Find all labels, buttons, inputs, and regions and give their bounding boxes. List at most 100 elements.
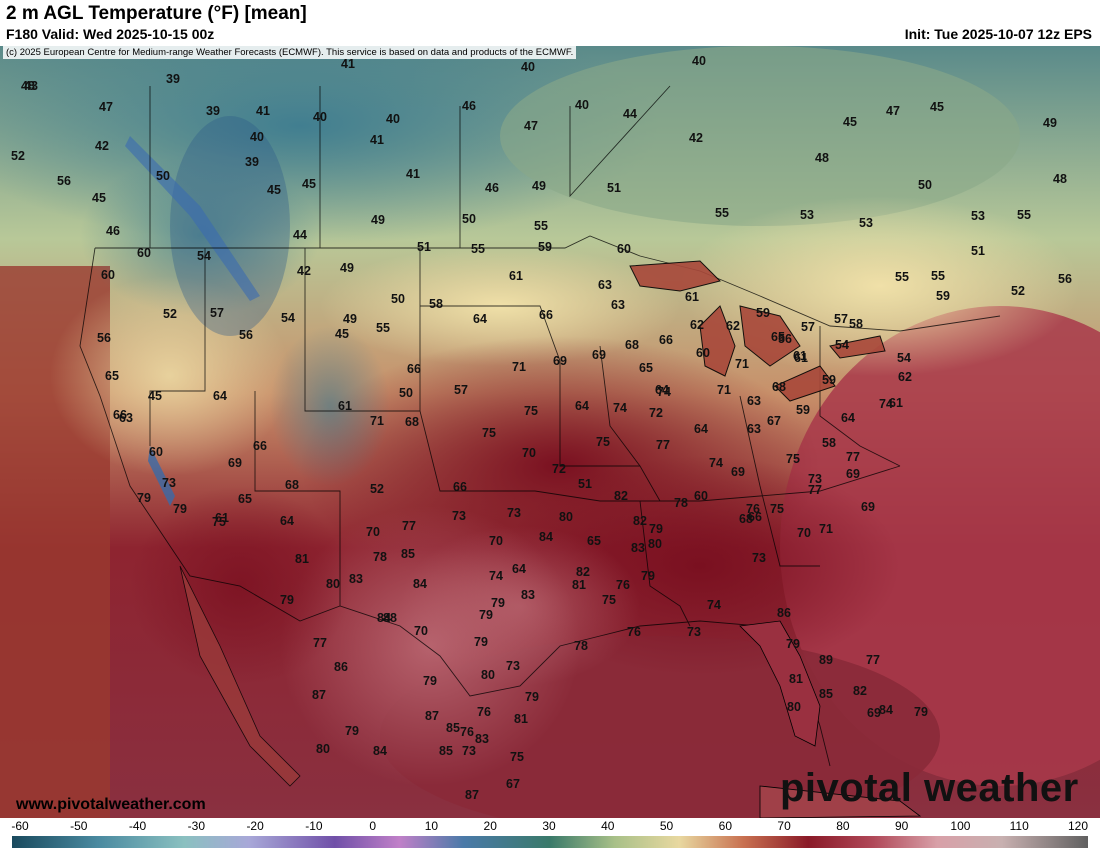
temperature-value: 41	[256, 104, 270, 118]
temperature-value: 69	[553, 354, 567, 368]
temperature-value: 72	[552, 462, 566, 476]
temperature-value: 49	[371, 213, 385, 227]
valid-time: F180 Valid: Wed 2025-10-15 00z	[6, 26, 215, 42]
temperature-value: 75	[596, 435, 610, 449]
temperature-value: 62	[898, 370, 912, 384]
temperature-value: 54	[897, 351, 911, 365]
legend-tick: 0	[369, 819, 376, 833]
temperature-value: 46	[106, 224, 120, 238]
temperature-value: 48	[1053, 172, 1067, 186]
temperature-value: 77	[656, 438, 670, 452]
temperature-value: 61	[215, 511, 229, 525]
temperature-value: 61	[794, 351, 808, 365]
temperature-value: 56	[57, 174, 71, 188]
site-url[interactable]: www.pivotalweather.com	[16, 796, 206, 813]
temperature-value: 82	[614, 489, 628, 503]
temperature-value: 54	[835, 338, 849, 352]
temperature-value: 63	[747, 394, 761, 408]
temperature-value: 64	[512, 562, 526, 576]
color-legend: -60 -50 -40 -30 -20 -10 0 10 20 30 40 50 60 70 80 90 100…	[0, 818, 1100, 850]
legend-tick: 120	[1067, 819, 1089, 833]
legend-tick: 90	[894, 819, 909, 833]
temperature-value: 55	[534, 219, 548, 233]
temperature-value: 79	[786, 637, 800, 651]
temperature-value: 55	[895, 270, 909, 284]
temperature-value: 79	[525, 690, 539, 704]
temperature-value: 40	[313, 110, 327, 124]
temperature-value: 42	[297, 264, 311, 278]
temperature-value: 87	[312, 688, 326, 702]
temperature-value: 57	[454, 383, 468, 397]
temperature-value: 45	[302, 177, 316, 191]
temperature-value: 81	[572, 578, 586, 592]
temperature-value: 73	[808, 472, 822, 486]
temperature-value: 56	[778, 332, 792, 346]
legend-tick: -50	[70, 819, 88, 833]
temperature-value: 43	[24, 79, 38, 93]
temperature-value: 75	[524, 404, 538, 418]
temperature-value: 58	[429, 297, 443, 311]
temperature-value: 70	[366, 525, 380, 539]
temperature-value: 64	[575, 399, 589, 413]
temperature-value: 73	[162, 476, 176, 490]
temperature-value: 46	[485, 181, 499, 195]
temperature-value: 83	[631, 541, 645, 555]
temperature-value: 85	[439, 744, 453, 758]
temperature-value: 66	[407, 362, 421, 376]
init-time: Init: Tue 2025-10-07 12z EPS	[904, 26, 1092, 42]
temperature-value: 52	[163, 307, 177, 321]
temperature-value: 55	[715, 206, 729, 220]
temperature-value: 59	[796, 403, 810, 417]
temperature-value: 67	[767, 414, 781, 428]
temperature-value: 75	[770, 502, 784, 516]
temperature-value: 51	[578, 477, 592, 491]
temperature-value: 80	[648, 537, 662, 551]
temperature-value: 44	[293, 228, 307, 242]
legend-tick: -40	[128, 819, 147, 833]
temperature-value: 53	[859, 216, 873, 230]
legend-tick: -20	[246, 819, 264, 833]
temperature-value: 60	[694, 489, 708, 503]
temperature-value: 66	[253, 439, 267, 453]
temperature-value: 58	[822, 436, 836, 450]
temperature-value: 40	[521, 60, 535, 74]
temperature-value: 62	[690, 318, 704, 332]
temperature-value: 68	[772, 380, 786, 394]
temperature-value: 57	[801, 320, 815, 334]
temperature-value: 58	[849, 317, 863, 331]
temperature-value: 63	[119, 411, 133, 425]
temperature-value: 68	[405, 415, 419, 429]
temperature-value: 89	[819, 653, 833, 667]
temperature-value: 79	[474, 635, 488, 649]
temperature-map: 39 41 40 40 41 39 40 40 46 47 40 44 42 45 42 40 41 39 41 47…	[0, 46, 1100, 818]
temperature-value: 67	[506, 777, 520, 791]
temperature-value: 73	[687, 625, 701, 639]
temperature-value: 80	[326, 577, 340, 591]
temperature-value: 41	[406, 167, 420, 181]
temperature-value: 87	[425, 709, 439, 723]
temperature-value: 81	[295, 552, 309, 566]
brand-watermark: pivotal weather	[780, 766, 1079, 810]
temperature-value: 51	[971, 244, 985, 258]
legend-tick: 110	[1009, 819, 1029, 833]
temperature-value: 50	[391, 292, 405, 306]
temperature-value: 69	[731, 465, 745, 479]
temperature-value: 42	[689, 131, 703, 145]
temperature-value: 52	[370, 482, 384, 496]
legend-tick: 70	[777, 819, 791, 833]
temperature-value: 55	[1017, 208, 1031, 222]
copyright-notice: (c) 2025 European Centre for Medium-rang…	[3, 46, 577, 59]
temperature-value: 53	[800, 208, 814, 222]
temperature-value: 69	[846, 467, 860, 481]
temperature-value: 69	[867, 706, 881, 720]
temperature-value: 65	[771, 330, 785, 344]
temperature-value: 66	[113, 408, 127, 422]
temperature-value: 39	[206, 104, 220, 118]
temperature-value: 45	[92, 191, 106, 205]
temperature-value: 61	[685, 290, 699, 304]
temperature-value: 79	[137, 491, 151, 505]
legend-tick: -60	[11, 819, 29, 833]
temperature-value: 59	[822, 373, 836, 387]
temperature-value: 40	[575, 98, 589, 112]
temperature-value: 60	[617, 242, 631, 256]
